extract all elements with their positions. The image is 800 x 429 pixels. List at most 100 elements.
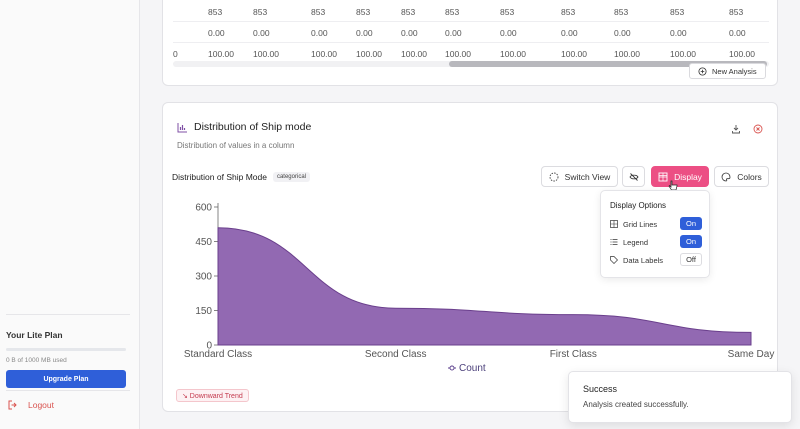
card-title: Distribution of Ship mode xyxy=(194,121,312,133)
table-cell: 0.00 xyxy=(500,28,517,38)
x-tick-label: Standard Class xyxy=(184,349,252,360)
table-cell: 100.00 xyxy=(311,49,337,59)
switch-view-button[interactable]: Switch View xyxy=(541,166,618,187)
display-label: Display xyxy=(674,171,702,182)
table-cell: 853 xyxy=(253,7,268,17)
option-label: Legend xyxy=(623,237,649,247)
toast-title: Success xyxy=(583,384,618,394)
table-cell: 0.00 xyxy=(614,28,631,38)
success-toast: Success Analysis created successfully. xyxy=(568,371,792,423)
palette-icon xyxy=(721,172,731,181)
legend-option[interactable]: Legend On xyxy=(610,235,702,249)
bar-chart-icon xyxy=(177,122,187,132)
logout-icon xyxy=(8,400,17,410)
table-cell: 853 xyxy=(561,7,576,17)
x-tick-label: First Class xyxy=(550,349,597,360)
tag-icon xyxy=(610,256,618,264)
data-table: 853 853 853 853 853 853 853 853 853 853 853 0.00 0.0… xyxy=(173,1,769,64)
legend-label: Count xyxy=(459,363,486,374)
table-cell: 100.00 xyxy=(614,49,640,59)
area-chart: 0 150 300 450 600 Standard Class Second Class F… xyxy=(184,203,775,375)
table-cell: 0.00 xyxy=(253,28,270,38)
download-icon[interactable] xyxy=(731,121,741,134)
grid-icon xyxy=(610,220,618,228)
table-cell: 100.00 xyxy=(729,49,755,59)
analysis-card: Distribution of Ship mode Distribution o… xyxy=(162,102,778,412)
eye-off-icon xyxy=(629,172,638,181)
y-tick-label: 0 xyxy=(206,341,212,352)
upgrade-plan-button[interactable]: Upgrade Plan xyxy=(6,370,126,388)
close-circle-icon[interactable] xyxy=(753,121,763,134)
table-cell: 100.00 xyxy=(401,49,427,59)
table-cell: 853 xyxy=(500,7,515,17)
new-analysis-button[interactable]: New Analysis xyxy=(689,63,766,79)
x-tick-label: Same Day xyxy=(728,349,775,360)
plan-panel: Your Lite Plan 0 B of 1000 MB used Upgra… xyxy=(6,330,126,388)
display-options-menu: Display Options Grid Lines On Legend On … xyxy=(600,190,710,278)
table-cell: 100.00 xyxy=(356,49,382,59)
new-analysis-label: New Analysis xyxy=(712,66,757,76)
display-menu-title: Display Options xyxy=(610,201,667,210)
data-labels-option[interactable]: Data Labels Off xyxy=(610,253,702,267)
table-cell: 100.00 xyxy=(253,49,279,59)
table-cell: 0.00 xyxy=(670,28,687,38)
table-row: 0.00 0.00 0.00 0.00 0.00 0.00 0.00 0.00 0.00 0.00… xyxy=(173,22,769,43)
colors-label: Colors xyxy=(737,171,762,182)
plus-circle-icon xyxy=(698,66,707,76)
table-cell: 853 xyxy=(729,7,744,17)
y-tick-label: 300 xyxy=(195,272,212,283)
plan-title: Your Lite Plan xyxy=(6,330,63,340)
distribution-label: Distribution of Ship Mode categorical xyxy=(172,172,310,182)
display-button[interactable]: Display xyxy=(651,166,709,187)
table-cell: 100.00 xyxy=(208,49,234,59)
trend-badge: ↘ Downward Trend xyxy=(176,389,249,402)
sidebar-divider xyxy=(6,314,130,315)
option-label: Data Labels xyxy=(623,255,664,265)
list-icon xyxy=(610,239,618,245)
colors-button[interactable]: Colors xyxy=(714,166,769,187)
switch-view-label: Switch View xyxy=(564,171,611,182)
table-cell: 0.00 xyxy=(311,28,328,38)
table-card: 853 853 853 853 853 853 853 853 853 853 853 0.00 0.0… xyxy=(162,0,778,86)
table-cell: 100.00 xyxy=(500,49,526,59)
table-cell: 100.00 xyxy=(445,49,471,59)
logout-label: Logout xyxy=(28,400,54,410)
card-subtitle: Distribution of values in a column xyxy=(177,141,295,150)
table-cell: 853 xyxy=(445,7,460,17)
table-cell: 0.00 xyxy=(401,28,418,38)
table-cell: 853 xyxy=(401,7,416,17)
table-cell: 853 xyxy=(670,7,685,17)
y-tick-label: 600 xyxy=(195,203,212,214)
type-badge: categorical xyxy=(272,172,310,182)
sidebar: Your Lite Plan 0 B of 1000 MB used Upgra… xyxy=(0,0,140,429)
hide-button[interactable] xyxy=(622,166,645,187)
table-cell: 853 xyxy=(614,7,629,17)
horizontal-scrollbar[interactable] xyxy=(173,61,769,67)
logout-button[interactable]: Logout xyxy=(8,400,54,410)
table-cell: 0 xyxy=(173,49,178,59)
storage-used-text: 0 B of 1000 MB used xyxy=(6,357,67,364)
toast-message: Analysis created successfully. xyxy=(583,400,689,409)
grid-lines-toggle[interactable]: On xyxy=(680,217,702,230)
x-tick-label: Second Class xyxy=(365,349,427,360)
y-tick-label: 450 xyxy=(195,237,212,248)
option-label: Grid Lines xyxy=(623,219,658,229)
table-cell: 100.00 xyxy=(561,49,587,59)
storage-progress-bar xyxy=(6,348,126,351)
legend-marker-dot xyxy=(449,365,455,371)
table-cell: 0.00 xyxy=(208,28,225,38)
table-cell: 853 xyxy=(208,7,223,17)
table-cell: 0.00 xyxy=(729,28,746,38)
table-cell: 0.00 xyxy=(356,28,373,38)
area-series-count xyxy=(217,227,752,346)
sidebar-divider xyxy=(6,390,130,391)
grid-lines-option[interactable]: Grid Lines On xyxy=(610,217,702,231)
table-cell: 0.00 xyxy=(445,28,462,38)
scrollbar-thumb[interactable] xyxy=(449,61,767,67)
grid-icon xyxy=(658,172,668,181)
legend-toggle[interactable]: On xyxy=(680,235,702,248)
table-cell: 853 xyxy=(356,7,371,17)
card-actions xyxy=(731,121,763,134)
data-labels-toggle[interactable]: Off xyxy=(680,253,702,266)
y-tick-label: 150 xyxy=(195,306,212,317)
